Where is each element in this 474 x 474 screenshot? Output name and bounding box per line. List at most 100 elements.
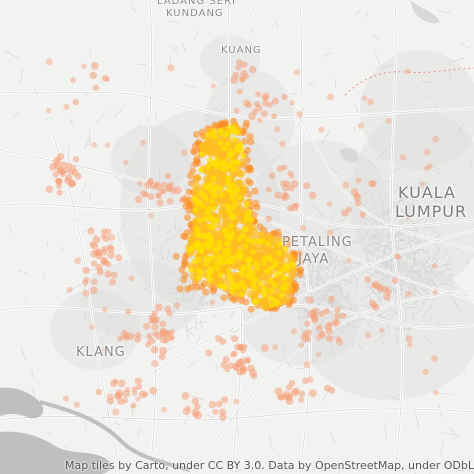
street bbox=[436, 9, 451, 14]
location-marker-core bbox=[211, 133, 218, 140]
street bbox=[431, 196, 444, 206]
location-marker-sparse bbox=[242, 99, 251, 107]
street bbox=[114, 422, 121, 426]
location-marker-halo bbox=[181, 271, 189, 279]
location-marker-halo bbox=[252, 199, 260, 207]
location-marker-sparse bbox=[354, 199, 362, 207]
location-marker-sparse bbox=[296, 110, 303, 118]
street bbox=[31, 368, 34, 378]
street bbox=[89, 190, 91, 201]
location-marker-sparse bbox=[308, 191, 317, 200]
location-marker-sparse bbox=[173, 302, 181, 310]
street bbox=[386, 231, 390, 245]
location-marker-core bbox=[217, 140, 224, 147]
street bbox=[417, 248, 430, 252]
street bbox=[338, 278, 350, 283]
location-marker-halo bbox=[245, 190, 253, 198]
street bbox=[4, 50, 19, 59]
road-centerline bbox=[0, 149, 474, 301]
location-marker-sparse bbox=[293, 69, 301, 76]
street bbox=[337, 293, 342, 301]
location-marker-core bbox=[234, 159, 241, 166]
location-marker-sparse bbox=[392, 277, 399, 284]
location-marker-sparse bbox=[308, 389, 317, 398]
street bbox=[414, 255, 429, 265]
location-marker-sparse bbox=[70, 77, 77, 83]
location-marker-core bbox=[206, 269, 212, 276]
street bbox=[379, 64, 396, 69]
location-marker-sparse bbox=[431, 263, 438, 269]
street bbox=[371, 289, 380, 299]
location-marker-core bbox=[246, 256, 253, 263]
location-marker-core bbox=[274, 299, 281, 306]
location-marker-sparse bbox=[107, 251, 115, 259]
location-marker-sparse bbox=[318, 126, 325, 133]
street bbox=[444, 256, 454, 266]
location-marker-sparse bbox=[81, 63, 87, 70]
street bbox=[157, 225, 161, 232]
street bbox=[419, 256, 432, 271]
street bbox=[324, 232, 330, 241]
street bbox=[452, 299, 461, 312]
location-marker-sparse bbox=[427, 163, 433, 169]
location-marker-sparse bbox=[95, 388, 103, 396]
street bbox=[440, 441, 444, 458]
street bbox=[332, 265, 336, 275]
location-marker-halo bbox=[241, 137, 249, 145]
street bbox=[357, 343, 363, 350]
street bbox=[65, 284, 82, 294]
street bbox=[424, 225, 435, 229]
location-marker-sparse bbox=[432, 135, 440, 143]
location-marker-sparse bbox=[156, 193, 163, 199]
street bbox=[428, 278, 437, 287]
street bbox=[390, 289, 403, 292]
street bbox=[299, 328, 307, 332]
location-marker-sparse bbox=[303, 182, 311, 190]
street bbox=[448, 71, 452, 83]
street bbox=[363, 241, 379, 247]
location-marker-sparse bbox=[142, 391, 149, 398]
location-marker-sparse bbox=[281, 191, 289, 198]
street bbox=[379, 248, 392, 257]
location-marker-halo bbox=[242, 122, 250, 130]
location-marker-sparse bbox=[89, 324, 95, 330]
road-centerline bbox=[29, 79, 121, 474]
street bbox=[428, 272, 430, 284]
location-marker-sparse bbox=[306, 376, 314, 383]
street bbox=[162, 234, 175, 244]
street bbox=[169, 272, 177, 276]
street bbox=[313, 288, 322, 297]
street bbox=[89, 50, 91, 57]
location-marker-sparse bbox=[104, 270, 112, 278]
street bbox=[419, 287, 431, 297]
street bbox=[410, 250, 418, 256]
location-marker-sparse bbox=[326, 335, 334, 343]
location-marker-sparse bbox=[419, 181, 426, 188]
location-marker-core bbox=[229, 195, 236, 202]
street bbox=[378, 276, 391, 285]
street bbox=[423, 280, 435, 288]
location-marker-halo bbox=[176, 285, 184, 293]
street bbox=[427, 92, 435, 100]
location-marker-sparse bbox=[45, 107, 52, 114]
location-marker-sparse bbox=[90, 242, 99, 250]
road-centerline bbox=[0, 91, 474, 119]
street bbox=[362, 282, 367, 289]
location-marker-sparse bbox=[173, 186, 182, 195]
location-marker-dense bbox=[204, 146, 213, 154]
location-marker-core bbox=[211, 205, 218, 212]
street bbox=[316, 245, 324, 258]
street bbox=[333, 299, 345, 309]
location-marker-sparse bbox=[350, 188, 359, 197]
location-marker-core bbox=[240, 152, 247, 159]
street bbox=[319, 248, 335, 253]
street bbox=[419, 176, 423, 193]
location-marker-dense bbox=[217, 211, 226, 219]
street bbox=[99, 80, 104, 84]
location-marker-dense bbox=[279, 296, 288, 305]
street bbox=[342, 263, 347, 273]
location-marker-core bbox=[216, 244, 223, 251]
location-marker-sparse bbox=[298, 396, 305, 403]
street bbox=[321, 299, 334, 304]
